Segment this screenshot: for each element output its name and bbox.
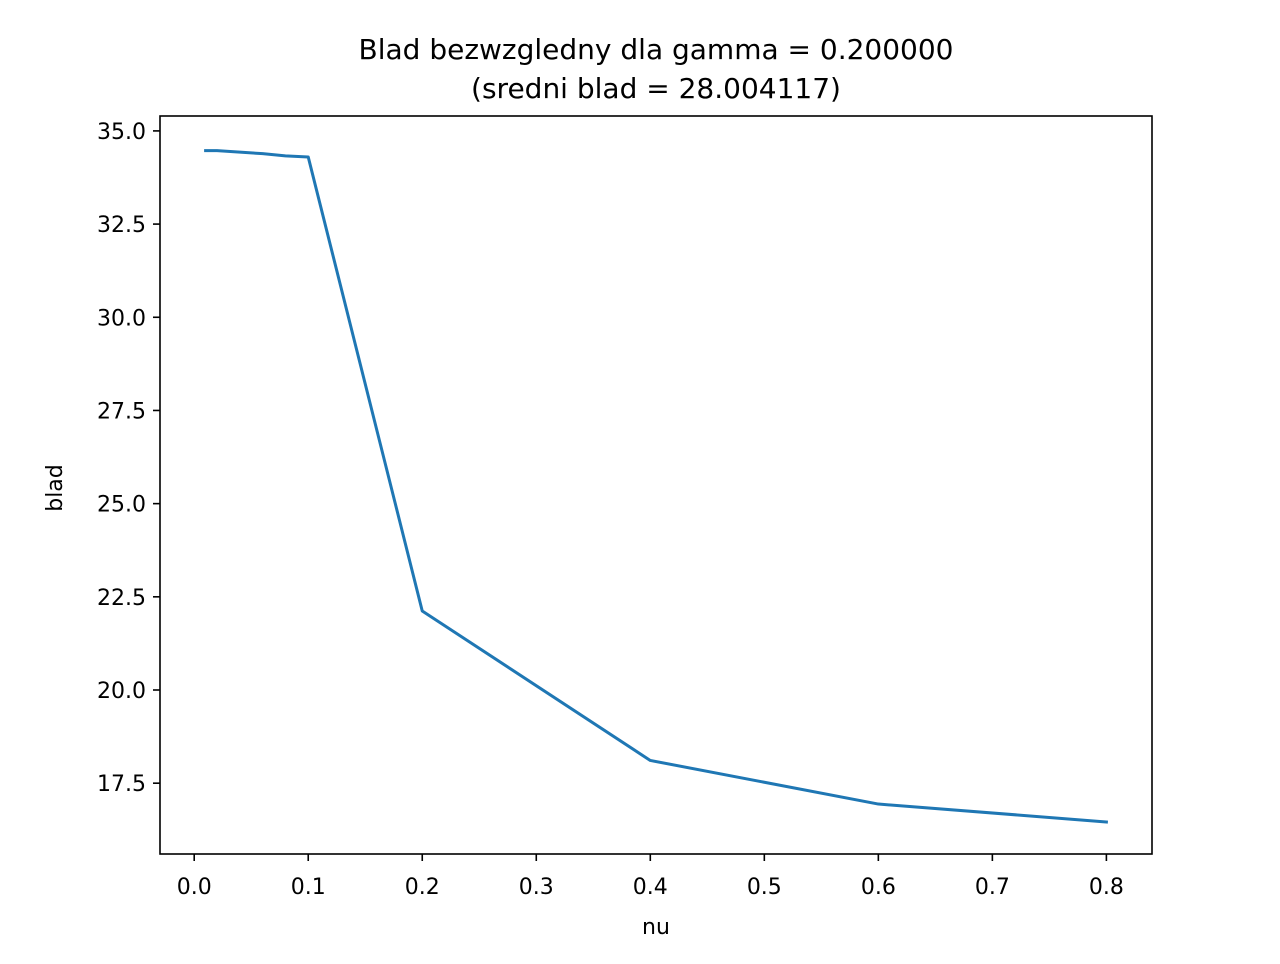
- x-tick-label: 0.6: [861, 875, 896, 900]
- y-tick-label: 32.5: [97, 213, 146, 238]
- chart-subtitle: (sredni blad = 28.004117): [471, 72, 841, 105]
- y-tick-label: 25.0: [97, 493, 146, 518]
- y-tick-label: 20.0: [97, 679, 146, 704]
- x-tick-label: 0.8: [1089, 875, 1124, 900]
- y-tick-label: 17.5: [97, 772, 146, 797]
- x-tick-label: 0.5: [747, 875, 782, 900]
- x-tick-label: 0.1: [291, 875, 326, 900]
- y-tick-label: 35.0: [97, 120, 146, 145]
- axes-frame: [159, 115, 1153, 855]
- y-tick-label: 27.5: [97, 399, 146, 424]
- x-tick-label: 0.2: [405, 875, 440, 900]
- x-tick-label: 0.4: [633, 875, 668, 900]
- x-tick-label: 0.0: [177, 875, 212, 900]
- y-tick-label: 22.5: [97, 586, 146, 611]
- chart-title: Blad bezwzgledny dla gamma = 0.200000: [359, 33, 954, 66]
- x-tick-label: 0.7: [975, 875, 1010, 900]
- x-tick-label: 0.3: [519, 875, 554, 900]
- series-line-0: [204, 149, 1109, 824]
- x-axis-label: nu: [642, 915, 670, 940]
- plot-area: 0.0 0.1 0.2 0.3 0.4 0.5 0.6 0.7 0.8 17.5 20.0 22.5 2…: [97, 115, 1153, 900]
- y-tick-label: 30.0: [97, 306, 146, 331]
- y-axis-label: blad: [43, 464, 68, 512]
